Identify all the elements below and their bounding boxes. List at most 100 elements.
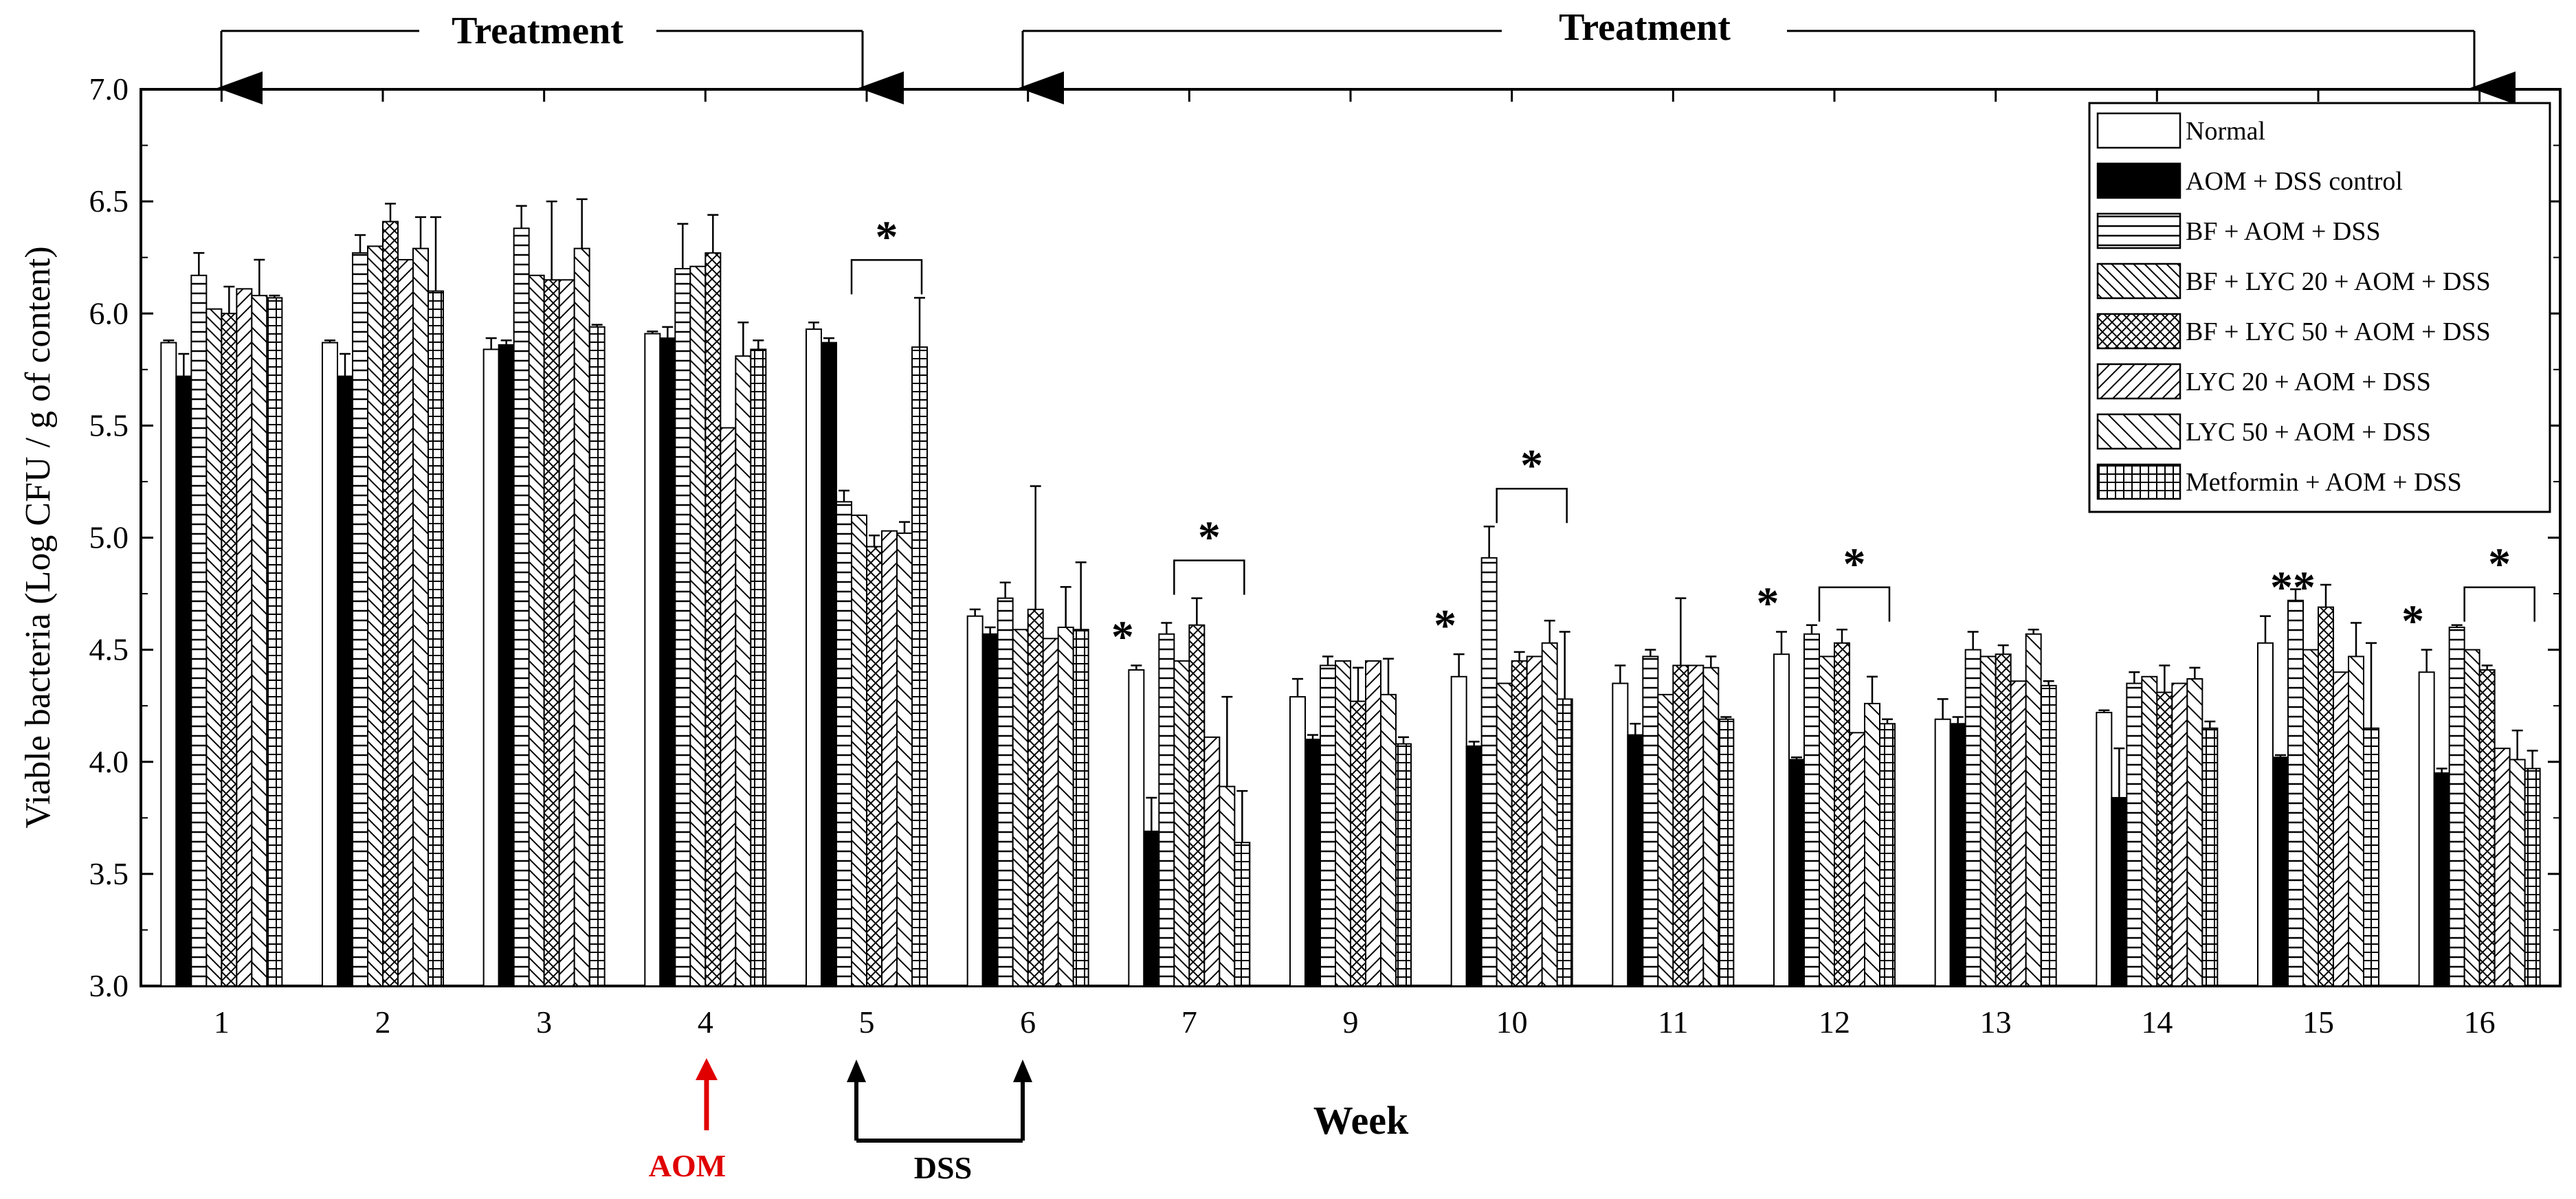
y-tick-label: 3.0 [89,968,129,1003]
bar [1788,759,1805,987]
y-tick-label: 4.0 [89,744,129,779]
bar [175,375,192,987]
bar [2272,757,2289,987]
bar [1949,723,1966,987]
x-tick-label: 5 [859,1005,875,1040]
bar [1627,734,1644,987]
bar [1289,696,1306,987]
bar [573,247,590,987]
legend-swatch [2096,112,2181,149]
legend-label: Normal [2186,117,2265,146]
bar [251,295,268,987]
significance-star: * [1198,513,1221,563]
bar [1687,664,1705,987]
bar [644,333,661,987]
significance-star: * [1843,539,1866,590]
x-tick-label: 14 [2141,1005,2173,1040]
legend-label: LYC 50 + AOM + DSS [2186,418,2431,447]
significance-star: * [1520,440,1543,491]
bar [2171,682,2188,987]
significance-bracket [2463,586,2535,622]
bar [1350,700,1366,987]
bar [1335,660,1351,987]
bar [352,252,368,987]
bar [1042,638,1059,987]
bar [2333,671,2349,987]
bar [1556,698,1573,987]
bar [160,341,177,987]
bar [1173,660,1190,987]
bar [337,375,353,987]
y-tick-label: 3.5 [89,856,129,891]
bar [821,341,837,987]
significance-layer: ******* **** [850,212,2535,662]
bar [866,546,882,987]
bar [2524,767,2541,987]
bar [1864,702,1880,987]
bar [266,297,283,987]
bar [367,245,384,987]
y-tick-label: 5.0 [89,520,129,555]
legend-label: LYC 20 + AOM + DSS [2186,368,2431,396]
bar [896,532,913,987]
bar [1395,743,1412,987]
bar [1803,633,1820,987]
bar [397,258,414,987]
bar [2096,711,2113,987]
bar [558,279,575,987]
error-bars-layer [163,198,2538,843]
treatment-bracket-left: Treatment [217,10,904,104]
bar [1057,627,1074,987]
y-axis: 3.0 3.5 4.0 4.5 5.0 5.5 6.0 6.5 7.0 [89,71,2560,1003]
bar [911,346,928,987]
legend-swatch [2096,262,2181,300]
y-tick-label: 7.0 [89,71,129,107]
bar [2141,675,2158,987]
y-axis-title: Viable bacteria (Log CFU / g of content) [19,246,58,828]
significance-star: * [2488,539,2511,590]
x-tick-label: 16 [2464,1005,2496,1040]
dss-label: DSS [914,1150,972,1185]
significance-bracket [1496,487,1568,524]
bar [1128,669,1145,987]
bar [1511,660,1528,987]
bar [190,274,208,987]
bar [206,308,223,987]
legend-label: Metformin + AOM + DSS [2186,468,2462,497]
bar [513,227,530,987]
bar [2040,684,2057,987]
bar [966,615,984,987]
bar [1304,739,1321,987]
bar [2463,649,2480,987]
bar [2302,649,2319,987]
bar [1541,642,1558,987]
legend-label: BF + LYC 20 + AOM + DSS [2186,267,2491,296]
bar [588,326,606,987]
bar [412,247,429,987]
x-tick-label: 13 [1980,1005,2012,1040]
bar [836,501,852,987]
bar [2156,691,2173,987]
bar [1979,655,1997,987]
bar [1879,723,1896,987]
bar [1012,629,1029,987]
bar [1480,557,1498,987]
significance-star: * [1111,612,1134,662]
significance-star: * [2401,596,2424,647]
bar [236,288,253,987]
significance-bracket [1818,586,1891,622]
legend-swatch [2096,212,2181,249]
x-tick-label: 9 [1343,1005,1359,1040]
bar [1718,718,1735,987]
treatment-bracket-right: Treatment [1019,6,2516,104]
bar [1672,664,1689,987]
bar [997,597,1014,987]
bar [2494,748,2511,987]
x-tick-label: 3 [536,1005,552,1040]
bar [2025,633,2042,987]
x-tick-label: 15 [2302,1005,2334,1040]
legend-swatch [2096,313,2181,350]
bar [1234,842,1251,987]
bar [1964,649,1981,987]
